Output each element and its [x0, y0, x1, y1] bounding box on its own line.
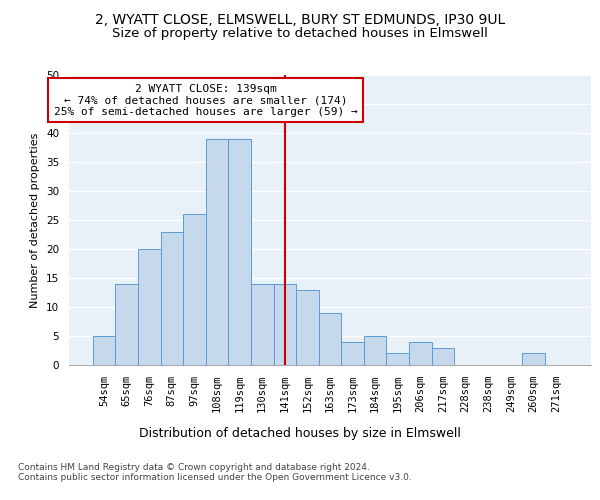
Text: Contains HM Land Registry data © Crown copyright and database right 2024.
Contai: Contains HM Land Registry data © Crown c…	[18, 462, 412, 482]
Bar	[251, 284, 274, 365]
Bar	[386, 354, 409, 365]
Bar	[296, 290, 319, 365]
Bar	[183, 214, 206, 365]
Bar	[274, 284, 296, 365]
Bar	[206, 139, 229, 365]
Bar	[138, 249, 161, 365]
Bar	[93, 336, 115, 365]
Text: 2 WYATT CLOSE: 139sqm
← 74% of detached houses are smaller (174)
25% of semi-det: 2 WYATT CLOSE: 139sqm ← 74% of detached …	[54, 84, 358, 117]
Bar	[522, 354, 545, 365]
Text: Size of property relative to detached houses in Elmswell: Size of property relative to detached ho…	[112, 28, 488, 40]
Bar	[431, 348, 454, 365]
Bar	[319, 313, 341, 365]
Bar	[341, 342, 364, 365]
Y-axis label: Number of detached properties: Number of detached properties	[31, 132, 40, 308]
Bar	[364, 336, 386, 365]
Bar	[115, 284, 138, 365]
Text: Distribution of detached houses by size in Elmswell: Distribution of detached houses by size …	[139, 428, 461, 440]
Text: 2, WYATT CLOSE, ELMSWELL, BURY ST EDMUNDS, IP30 9UL: 2, WYATT CLOSE, ELMSWELL, BURY ST EDMUND…	[95, 12, 505, 26]
Bar	[229, 139, 251, 365]
Bar	[409, 342, 431, 365]
Bar	[161, 232, 183, 365]
